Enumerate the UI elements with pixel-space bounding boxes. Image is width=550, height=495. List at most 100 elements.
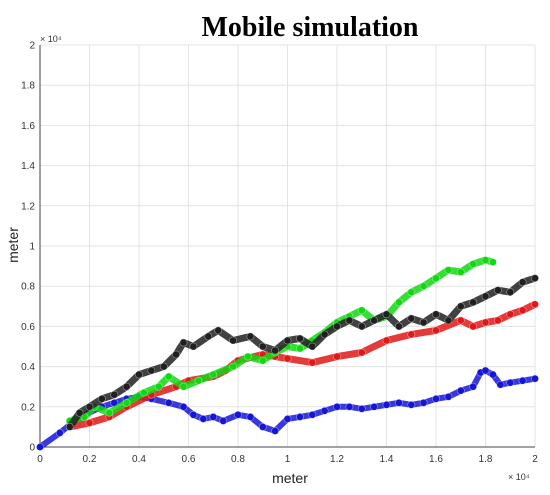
series-1-point [85,418,94,427]
series-1-point [481,318,490,327]
series-3-point [469,298,477,307]
series-2-point [258,356,267,365]
series-2-point [194,376,203,385]
series-0-point [407,400,416,409]
chart-title: Mobile simulation [201,12,418,43]
series-2-point [105,408,114,417]
series-3-point [271,346,279,355]
series-2-point [407,288,416,297]
series-0-point [370,402,378,411]
y-tick-label: 0.2 [21,402,35,413]
series-2-point [243,352,252,361]
series-3-point [345,316,354,325]
series-0-point [36,443,44,451]
x-axis-label: meter [272,470,308,486]
y-axis-exponent: × 10⁴ [40,34,62,44]
series-3-point [179,338,188,347]
series-layer [36,256,539,451]
series-2-point [444,266,453,274]
series-1-point [469,322,477,331]
y-tick-label: 0.6 [21,322,35,333]
series-3-point [407,314,416,323]
series-0-point [209,412,218,421]
series-3-point [75,408,84,417]
x-tick-label: 1.4 [380,454,394,465]
series-3-point [189,342,198,351]
x-tick-label: 0 [37,454,43,465]
series-line-2 [66,256,497,425]
series-3-point [419,318,428,327]
series-0-point [219,416,228,425]
series-3-point [518,278,527,287]
series-2-point [295,344,304,353]
series-0-point [295,412,304,421]
series-3-point [172,350,180,359]
series-2-point [456,268,465,276]
series-3-point [320,330,329,339]
series-3-point [98,394,106,403]
series-1-point [493,316,502,325]
series-3-point [122,382,131,391]
series-0-point [345,402,354,411]
y-tick-label: 0.4 [21,362,35,373]
series-0-point [320,406,329,415]
series-0-point [432,394,440,403]
series-3-point [382,310,391,319]
series-0-point [357,404,366,413]
y-tick-label: 0 [29,443,35,454]
x-tick-label: 0.2 [83,454,97,465]
series-3-point [147,366,156,375]
y-tick-label: 1.2 [21,201,35,212]
series-3-point [308,342,317,351]
series-1-point [456,316,465,325]
y-tick-label: 0.8 [21,282,35,293]
series-3-point [135,370,143,379]
series-2-point [469,260,477,268]
series-0-point [283,414,292,423]
x-tick-label: 1.2 [330,454,344,465]
series-0-point [271,426,279,435]
series-0-point [419,398,428,407]
y-axis-label: meter [5,227,21,263]
series-2-point [488,258,497,266]
series-0-point [456,386,465,395]
series-0-point [258,422,267,431]
series-1-point [333,352,341,361]
series-3-point [214,326,223,335]
series-3-point [333,322,341,331]
series-3-point [65,422,74,431]
series-2-point [122,398,131,407]
series-0-point [189,410,198,419]
y-tick-label: 1.8 [21,81,35,92]
x-tick-label: 1 [285,454,291,465]
series-1-point [407,330,416,339]
series-1-point [518,306,527,315]
x-axis-exponent: × 10⁴ [508,472,530,482]
y-tick-label: 1.4 [21,161,35,172]
series-0-point [488,370,497,379]
grid-lines [39,44,536,448]
series-0-point [496,380,505,389]
series-3-point [85,402,94,411]
series-0-point [199,414,208,423]
x-tick-label: 0.6 [182,454,196,465]
x-tick-label: 1.6 [429,454,443,465]
series-2-point [229,362,237,371]
y-tick-label: 2 [29,41,35,52]
series-0-point [246,412,255,421]
series-3-point [246,332,255,341]
series-2-point [164,372,173,381]
series-3-point [258,342,267,351]
series-3-point [229,336,237,345]
series-0-point [164,398,173,407]
series-3-point [159,362,168,371]
series-2-point [481,256,490,264]
y-tick-label: 1 [29,242,35,253]
series-0-point [394,398,403,407]
series-1-point [531,300,539,309]
series-2-point [432,274,440,283]
series-3-point [357,322,366,331]
x-tick-label: 0.8 [231,454,245,465]
series-3-point [506,288,515,297]
